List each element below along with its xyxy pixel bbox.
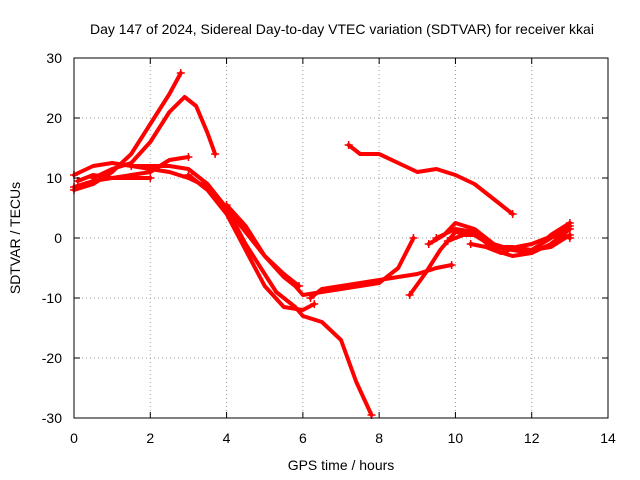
y-axis-label: SDTVAR / TECUs [7,182,23,294]
series-line-arc-6 [129,164,374,417]
x-tick-label: 4 [223,430,231,446]
series-endpoint-marker [146,174,155,182]
series-endpoint-marker [508,210,517,218]
x-tick-label: 0 [70,430,78,446]
series-line-arc-2 [72,71,183,192]
series-endpoint-marker [432,234,441,242]
series-line-arc-7 [186,173,317,312]
series-line-arc-4 [72,161,301,288]
series-endpoint-marker [447,261,456,269]
series-line-arc-3 [91,95,218,180]
y-tick-label: 0 [54,230,62,246]
series-line-arc-10 [346,143,515,216]
series-endpoint-marker [405,291,414,299]
series-line-arc-14 [445,233,572,252]
series-endpoint-marker [565,234,574,242]
y-tick-label: -30 [42,410,62,426]
series-endpoint-marker [306,294,315,302]
series-line-arc-8 [224,203,416,297]
y-tick-label: -10 [42,290,62,306]
y-tick-label: 30 [46,50,62,66]
series-endpoint-marker [310,300,319,308]
series-endpoint-marker [222,201,231,209]
series-endpoint-marker [344,141,353,149]
y-tick-label: 10 [46,170,62,186]
series-endpoint-marker [211,150,220,158]
grid [74,58,608,418]
y-tick-label: -20 [42,350,62,366]
series-line-arc-5 [75,173,153,183]
x-tick-label: 10 [448,430,464,446]
series-line-arc-15 [468,233,572,255]
series-endpoint-marker [127,162,136,170]
series-endpoint-marker [424,240,433,248]
x-tick-label: 2 [146,430,154,446]
series-endpoint-marker [184,171,193,179]
series-group [70,69,574,419]
series-endpoint-marker [466,240,475,248]
x-tick-label: 14 [600,430,616,446]
chart-title: Day 147 of 2024, Sidereal Day-to-day VTE… [90,21,594,37]
series-line-arc-9 [308,263,454,300]
series-endpoint-marker [443,237,452,245]
series-endpoint-marker [184,153,193,161]
series-endpoint-marker [565,219,574,227]
x-axis-label: GPS time / hours [288,457,395,473]
series-endpoint-marker [409,234,418,242]
series-endpoint-marker [176,69,185,77]
ticks: 0 2 4 6 8 10 12 14 -30 -20 -10 0 10 20 30 [42,50,616,446]
x-tick-label: 8 [375,430,383,446]
y-tick-label: 20 [46,110,62,126]
x-tick-label: 6 [299,430,307,446]
x-tick-label: 12 [524,430,540,446]
